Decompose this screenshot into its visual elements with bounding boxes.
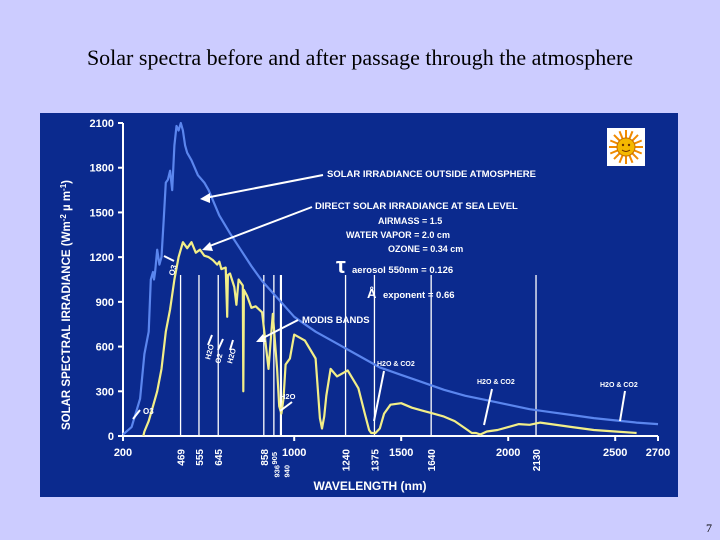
arrow-o3-upper [163,255,175,262]
modis-band-label: 858 [260,449,271,466]
sun-ray [628,154,634,164]
arrowhead-modis-bands [256,334,266,342]
arrow-o3-lower [132,409,141,420]
sun-rays [609,130,643,164]
sun-ray [609,139,619,145]
x-tick-label: 2700 [646,447,670,459]
sun-ray [618,130,624,140]
annotation-ozone: OZONE = 0.34 cm [388,244,463,254]
slide-title: Solar spectra before and after passage t… [86,45,634,70]
absorption-label-h2o-co2-c: H2O & CO2 [600,382,638,389]
absorption-label-h2o-co2-a: H2O & CO2 [377,361,415,368]
arrow-modis-bands [260,319,299,340]
sun-face [616,137,636,157]
sea-level-curve [142,241,637,437]
sun-ray [613,134,621,142]
x-tick-label: 1500 [389,447,413,459]
sun-ray [618,154,624,164]
x-tick-label: 1000 [282,447,306,459]
arrow-h2o-co2-c [619,390,626,422]
y-tick-label: 900 [96,297,114,309]
arrow-outside-atmosphere [204,174,324,199]
y-tick-label: 600 [96,342,114,354]
modis-band-label: 469 [177,449,188,466]
absorption-label-o3-upper: O3 [167,263,179,276]
sun-ray [631,152,639,160]
y-tick-label: 1200 [90,252,114,264]
y-tick-label: 2100 [90,118,114,130]
modis-band-label: 555 [195,449,206,466]
y-tick-label: 0 [108,431,114,443]
y-axis-label: SOLAR SPECTRAL IRRADIANCE (Wm-2 µ m-1) [59,180,73,430]
arrow-h2o-co2-a [373,370,385,422]
axes [122,123,658,437]
sun-ray [633,149,643,155]
arrow-h2o-co2-b [483,388,493,426]
sun-right-eye [627,143,631,147]
annotation-airmass: AIRMASS = 1.5 [378,216,442,226]
sun-ray [609,149,619,155]
modis-band-label: 1640 [427,449,438,472]
arrow-h2o-c [279,401,293,412]
y-tick-label: 300 [96,386,114,398]
modis-band-label: 936 [273,465,282,478]
modis-band-label: 905 [270,452,279,465]
modis-band-label: 1375 [370,449,381,472]
curves [122,121,659,437]
y-tick-label: 1500 [90,207,114,219]
arrow-h2o-a [207,334,213,346]
sun-ray [633,139,643,145]
modis-band-label: 1240 [342,449,353,472]
arrowhead-sea-level [202,242,213,251]
modis-band-label: 2130 [532,449,543,472]
annotation-modis-bands: MODIS BANDS [302,315,370,326]
sun-mouth [621,149,631,152]
annotation-angstrom-symbol: Å [367,286,377,301]
annotation-outside-atmosphere: SOLAR IRRADIANCE OUTSIDE ATMOSPHERE [327,169,536,180]
absorption-label-h2o-c: H2O [280,392,296,401]
absorption-label-o3-lower: O3 [143,407,154,416]
x-tick-label: 2000 [496,447,520,459]
arrow-o2 [217,338,224,351]
arrowhead-outside-atmosphere [200,193,210,203]
annotation-sea-level: DIRECT SOLAR IRRADIANCE AT SEA LEVEL [315,201,518,212]
tick-labels: 0 300 600 900 1200 1500 1800 2100 200 1000 1500 200… [90,118,671,459]
sun-logo-icon [607,128,645,166]
sun-left-eye [621,143,625,147]
y-tick-label: 1800 [90,163,114,175]
x-tick-label: 200 [114,447,132,459]
modis-band-label: 940 [282,465,291,478]
annotation-arrows [132,174,626,426]
absorption-label-h2o-co2-b: H2O & CO2 [477,379,515,386]
absorption-label-o2: O2 [213,353,224,365]
sun-ray [631,134,639,142]
annotation-exponent: exponent = 0.66 [383,290,455,301]
arrow-sea-level [206,206,313,248]
annotation-tau-symbol: τ [336,253,346,278]
arrow-h2o-b [229,339,234,351]
page-number: 7 [706,521,712,535]
chart-panel: 469 555 645 858 905 936 940 1240 1375 1640 2130 0 3… [40,113,678,497]
annotation-water-vapor: WATER VAPOR = 2.0 cm [346,230,450,240]
outside-atmosphere-curve [122,121,659,436]
annotation-aerosol: aerosol 550nm = 0.126 [352,265,453,276]
absorption-label-h2o-a: H2O [203,343,216,360]
x-axis-label: WAVELENGTH (nm) [313,479,426,493]
absorption-label-h2o-b: H2O [225,347,238,364]
sun-ray [613,152,621,160]
x-tick-label: 2500 [603,447,627,459]
modis-band-label: 645 [214,449,225,466]
sun-ray [628,130,634,140]
